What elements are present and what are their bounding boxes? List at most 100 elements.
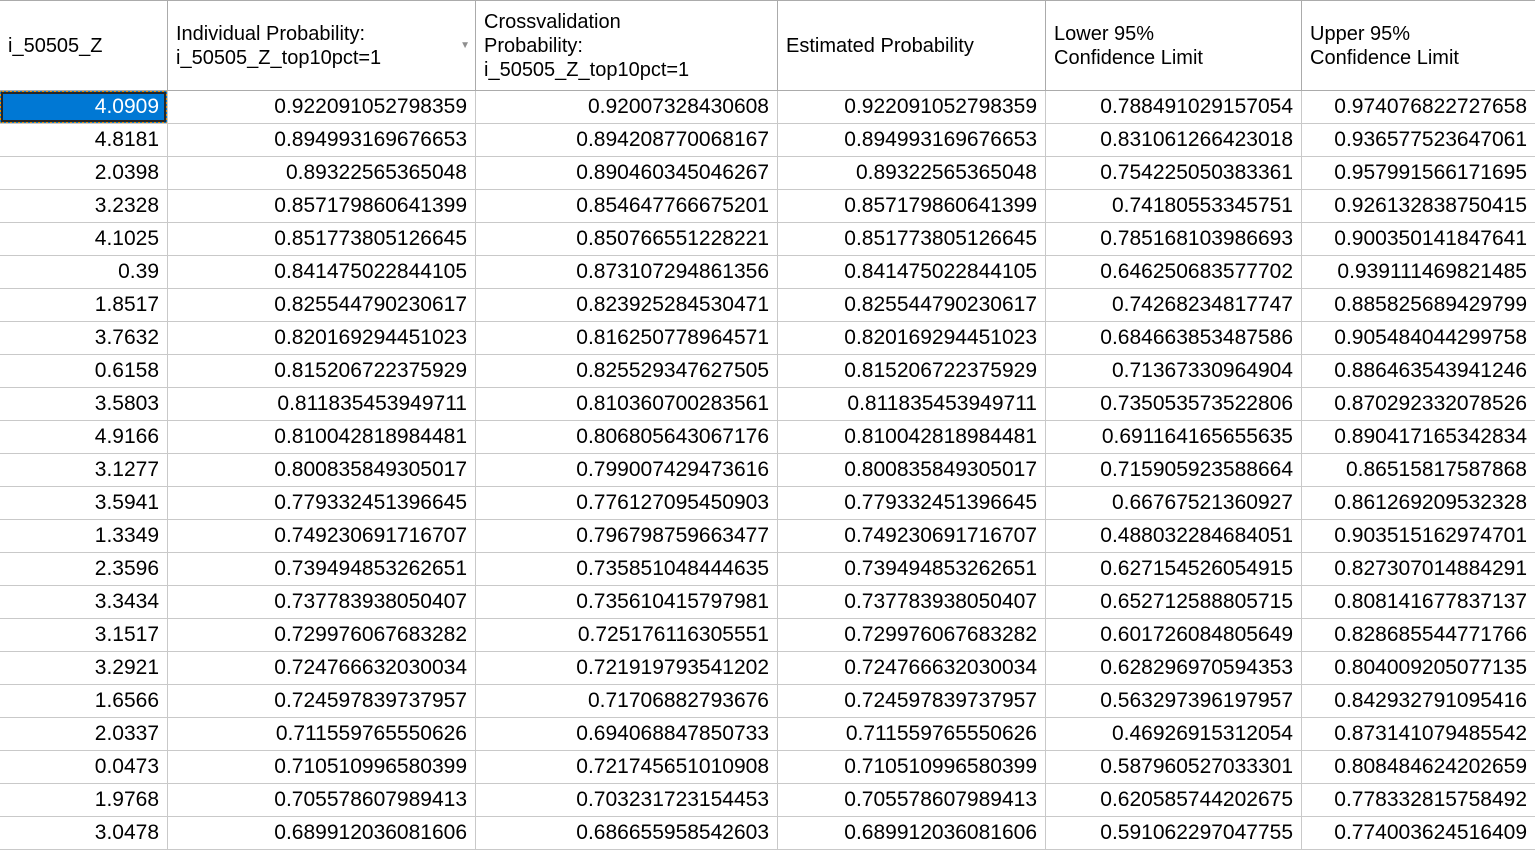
table-cell[interactable]: 0.0473 [0, 751, 168, 784]
table-cell[interactable]: 0.721919793541202 [476, 652, 778, 685]
table-cell[interactable]: 0.705578607989413 [778, 784, 1046, 817]
table-cell[interactable]: 0.857179860641399 [778, 190, 1046, 223]
table-cell[interactable]: 0.89322565365048 [168, 157, 476, 190]
table-cell[interactable]: 3.7632 [0, 322, 168, 355]
table-cell[interactable]: 3.3434 [0, 586, 168, 619]
table-cell[interactable]: 0.841475022844105 [778, 256, 1046, 289]
table-cell[interactable]: 0.894208770068167 [476, 124, 778, 157]
table-cell[interactable]: 0.724597839737957 [168, 685, 476, 718]
table-cell[interactable]: 0.800835849305017 [168, 454, 476, 487]
table-cell[interactable]: 0.903515162974701 [1302, 520, 1535, 553]
table-cell[interactable]: 3.1517 [0, 619, 168, 652]
table-cell[interactable]: 0.796798759663477 [476, 520, 778, 553]
table-cell[interactable]: 0.86515817587868 [1302, 454, 1535, 487]
table-cell[interactable]: 0.735610415797981 [476, 586, 778, 619]
table-cell[interactable]: 0.652712588805715 [1046, 586, 1302, 619]
table-cell[interactable]: 0.842932791095416 [1302, 685, 1535, 718]
table-cell[interactable]: 1.3349 [0, 520, 168, 553]
table-cell[interactable]: 0.591062297047755 [1046, 817, 1302, 850]
table-cell[interactable]: 0.815206722375929 [778, 355, 1046, 388]
table-cell[interactable]: 0.936577523647061 [1302, 124, 1535, 157]
table-cell[interactable]: 0.873141079485542 [1302, 718, 1535, 751]
table-cell[interactable]: 0.957991566171695 [1302, 157, 1535, 190]
table-cell[interactable]: 0.735851048444635 [476, 553, 778, 586]
table-cell[interactable]: 0.779332451396645 [778, 487, 1046, 520]
table-cell[interactable]: 1.9768 [0, 784, 168, 817]
table-cell[interactable]: 0.825544790230617 [168, 289, 476, 322]
table-cell[interactable]: 0.74180553345751 [1046, 190, 1302, 223]
table-cell[interactable]: 0.922091052798359 [168, 91, 476, 124]
table-cell[interactable]: 0.799007429473616 [476, 454, 778, 487]
table-cell[interactable]: 0.646250683577702 [1046, 256, 1302, 289]
table-cell[interactable]: 0.74268234817747 [1046, 289, 1302, 322]
table-cell[interactable]: 0.724766632030034 [778, 652, 1046, 685]
table-cell[interactable]: 0.563297396197957 [1046, 685, 1302, 718]
table-cell[interactable]: 0.811835453949711 [168, 388, 476, 421]
table-cell[interactable]: 0.810042818984481 [168, 421, 476, 454]
table-cell[interactable]: 0.774003624516409 [1302, 817, 1535, 850]
table-cell[interactable]: 0.810360700283561 [476, 388, 778, 421]
table-cell[interactable]: 0.737783938050407 [168, 586, 476, 619]
column-header-i-50505-z[interactable]: i_50505_Z [0, 1, 168, 91]
table-cell[interactable]: 0.710510996580399 [168, 751, 476, 784]
table-cell[interactable]: 0.587960527033301 [1046, 751, 1302, 784]
table-cell[interactable]: 0.724597839737957 [778, 685, 1046, 718]
table-cell[interactable]: 0.854647766675201 [476, 190, 778, 223]
table-cell[interactable]: 0.729976067683282 [778, 619, 1046, 652]
selected-cell[interactable]: 4.0909 [0, 91, 168, 124]
table-cell[interactable]: 0.89322565365048 [778, 157, 1046, 190]
table-cell[interactable]: 0.71706882793676 [476, 685, 778, 718]
table-cell[interactable]: 0.601726084805649 [1046, 619, 1302, 652]
table-cell[interactable]: 3.2921 [0, 652, 168, 685]
table-cell[interactable]: 0.724766632030034 [168, 652, 476, 685]
table-cell[interactable]: 0.705578607989413 [168, 784, 476, 817]
table-cell[interactable]: 2.0398 [0, 157, 168, 190]
table-cell[interactable]: 0.810042818984481 [778, 421, 1046, 454]
table-cell[interactable]: 0.861269209532328 [1302, 487, 1535, 520]
table-cell[interactable]: 0.703231723154453 [476, 784, 778, 817]
table-cell[interactable]: 2.0337 [0, 718, 168, 751]
table-cell[interactable]: 0.894993169676653 [778, 124, 1046, 157]
table-cell[interactable]: 0.922091052798359 [778, 91, 1046, 124]
table-cell[interactable]: 0.6158 [0, 355, 168, 388]
table-cell[interactable]: 0.885825689429799 [1302, 289, 1535, 322]
table-cell[interactable]: 0.710510996580399 [778, 751, 1046, 784]
table-cell[interactable]: 0.820169294451023 [168, 322, 476, 355]
table-cell[interactable]: 0.735053573522806 [1046, 388, 1302, 421]
column-header-crossvalidation-probability[interactable]: Crossvalidation Probability: i_50505_Z_t… [476, 1, 778, 91]
table-cell[interactable]: 4.9166 [0, 421, 168, 454]
table-cell[interactable]: 0.841475022844105 [168, 256, 476, 289]
table-cell[interactable]: 0.749230691716707 [778, 520, 1046, 553]
table-cell[interactable]: 0.828685544771766 [1302, 619, 1535, 652]
table-cell[interactable]: 3.1277 [0, 454, 168, 487]
table-cell[interactable]: 1.6566 [0, 685, 168, 718]
table-cell[interactable]: 0.488032284684051 [1046, 520, 1302, 553]
table-cell[interactable]: 0.825544790230617 [778, 289, 1046, 322]
table-cell[interactable]: 0.851773805126645 [168, 223, 476, 256]
table-cell[interactable]: 4.8181 [0, 124, 168, 157]
table-cell[interactable]: 0.778332815758492 [1302, 784, 1535, 817]
table-cell[interactable]: 0.721745651010908 [476, 751, 778, 784]
table-cell[interactable]: 0.811835453949711 [778, 388, 1046, 421]
table-cell[interactable]: 0.715905923588664 [1046, 454, 1302, 487]
table-cell[interactable]: 0.684663853487586 [1046, 322, 1302, 355]
table-cell[interactable]: 0.737783938050407 [778, 586, 1046, 619]
table-cell[interactable]: 0.905484044299758 [1302, 322, 1535, 355]
table-cell[interactable]: 0.808141677837137 [1302, 586, 1535, 619]
table-cell[interactable]: 4.1025 [0, 223, 168, 256]
table-cell[interactable]: 0.851773805126645 [778, 223, 1046, 256]
table-cell[interactable]: 0.926132838750415 [1302, 190, 1535, 223]
table-cell[interactable]: 0.694068847850733 [476, 718, 778, 751]
table-cell[interactable]: 3.5803 [0, 388, 168, 421]
table-cell[interactable]: 0.900350141847641 [1302, 223, 1535, 256]
table-cell[interactable]: 0.689912036081606 [168, 817, 476, 850]
table-cell[interactable]: 0.890460345046267 [476, 157, 778, 190]
table-cell[interactable]: 1.8517 [0, 289, 168, 322]
table-cell[interactable]: 0.800835849305017 [778, 454, 1046, 487]
table-cell[interactable]: 3.0478 [0, 817, 168, 850]
table-cell[interactable]: 0.873107294861356 [476, 256, 778, 289]
table-cell[interactable]: 0.974076822727658 [1302, 91, 1535, 124]
table-cell[interactable]: 0.749230691716707 [168, 520, 476, 553]
table-cell[interactable]: 3.2328 [0, 190, 168, 223]
table-cell[interactable]: 0.46926915312054 [1046, 718, 1302, 751]
